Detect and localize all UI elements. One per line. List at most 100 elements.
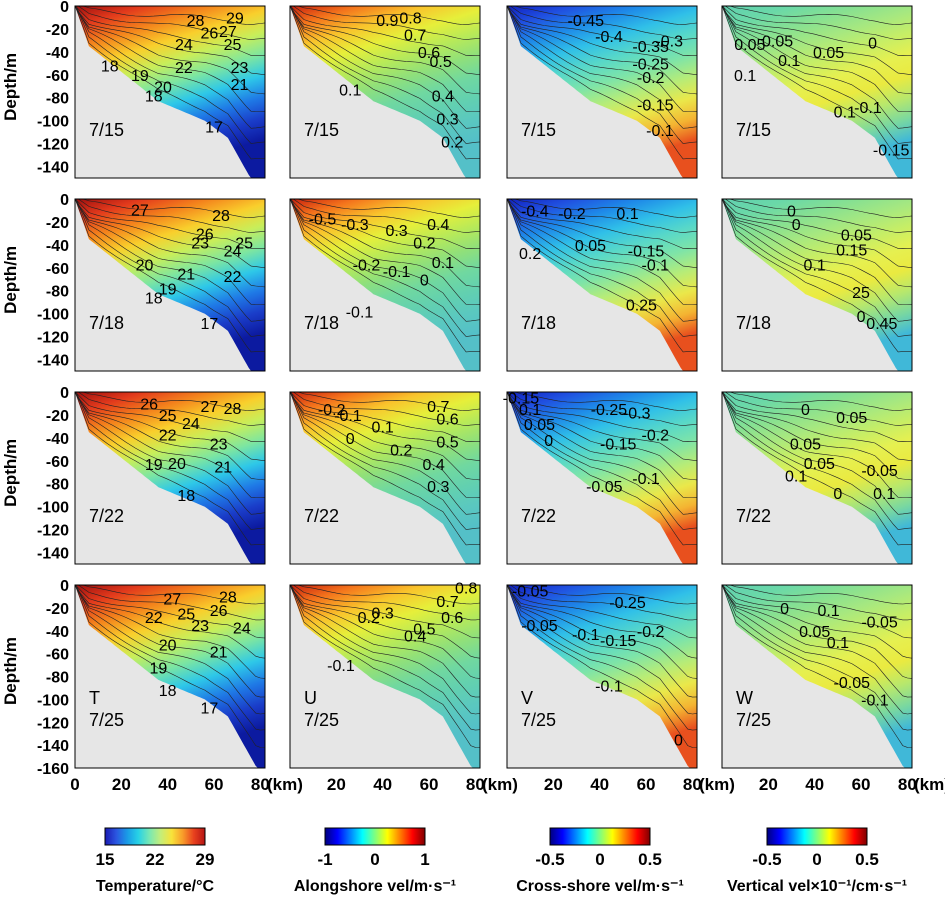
contour-line: [290, 199, 480, 353]
contour-label: 0.6: [418, 45, 440, 62]
contour-label: 0.3: [372, 605, 394, 622]
panel-W-7-15: 0.050.050.10.10.050-0.10.1-0.157/15: [721, 5, 913, 179]
field-fill: [722, 585, 912, 768]
contour-label: 28: [224, 401, 242, 418]
colorbar-tick: 0: [370, 850, 379, 869]
contour-lines: [290, 199, 480, 353]
contour-line: [507, 6, 697, 129]
contour-label: -0.3: [341, 217, 369, 234]
contour-label: -0.15: [637, 98, 674, 115]
panel-frame: [721, 5, 913, 179]
contour-line: [290, 585, 480, 748]
contour-label: 26: [210, 603, 228, 620]
y-tick-label: 0: [60, 192, 69, 209]
contour-label: -0.15: [503, 391, 540, 408]
field-fill: [722, 6, 912, 178]
date-label: 7/25: [304, 710, 339, 730]
contour-line: [722, 6, 912, 56]
contour-label: 0.1: [734, 68, 756, 85]
y-tick-label: -40: [46, 431, 69, 448]
contour-line: [290, 199, 480, 305]
x-tick-label: 20: [544, 775, 563, 794]
y-tick-label: 0: [60, 578, 69, 595]
contour-line: [290, 6, 480, 41]
contour-line: [75, 392, 265, 412]
colorbar-W: -0.5 0 0.5 Vertical vel×10⁻¹/cm·s⁻¹: [727, 827, 907, 895]
contour-line: [722, 585, 912, 731]
contour-label: 0.1: [339, 83, 361, 100]
contour-label: 23: [210, 437, 228, 454]
contour-line: [290, 199, 480, 234]
contour-label: 0.05: [836, 410, 867, 427]
field-fill: [507, 199, 697, 371]
contour-line: [507, 586, 697, 659]
contour-label: -0.2: [637, 70, 665, 87]
contour-label: 0: [833, 486, 842, 503]
contour-label: 0.3: [436, 111, 458, 128]
contour-label: 24: [224, 244, 242, 261]
contour-line: [75, 199, 265, 234]
contour-label: 0.6: [441, 610, 463, 627]
contour-line: [507, 392, 697, 546]
colorbar-label: Vertical vel×10⁻¹/cm·s⁻¹: [727, 878, 907, 895]
colorbar-tick: 22: [146, 850, 165, 869]
field-fill: [75, 585, 265, 768]
y-tick-label: -20: [46, 22, 69, 39]
contour-label: -0.2: [318, 402, 346, 419]
panel-frame: [74, 5, 266, 179]
contour-line: [507, 585, 697, 605]
contour-label: -0.1: [854, 100, 882, 117]
contour-line: [507, 392, 697, 530]
contour-label: 21: [177, 267, 195, 284]
contour-label: 27: [219, 24, 237, 41]
colorbar-V: -0.5 0 0.5 Cross-shore vel/m·s⁻¹: [516, 827, 684, 895]
contour-label: 23: [231, 60, 249, 77]
y-tick-label: -140: [37, 738, 69, 755]
y-axis-label: Depth/m: [1, 637, 20, 705]
contour-label: -0.25: [632, 56, 669, 73]
panel-frame: [721, 584, 913, 769]
contour-label: 0.05: [575, 238, 606, 255]
contour-lines: [507, 585, 697, 748]
contour-line: [75, 585, 265, 748]
contour-label: -0.1: [327, 658, 355, 675]
panel-V-7-25: -0.05-0.05-0.25-0.1 -0.15-0.2-0.107/25V: [506, 584, 698, 769]
contour-label: 22: [145, 610, 163, 627]
contour-line: [722, 586, 912, 659]
contour-line: [75, 392, 265, 515]
variable-symbol: T: [89, 688, 100, 708]
contour-line: [722, 587, 912, 679]
contour-line: [507, 393, 697, 462]
contour-line: [75, 199, 265, 337]
contour-line: [75, 6, 265, 129]
colorbar-tick: 0.5: [638, 850, 662, 869]
y-tick-label: -20: [46, 601, 69, 618]
contour-label: 0.1: [827, 635, 849, 652]
contour-label: 0.4: [432, 88, 454, 105]
contour-line: [290, 586, 480, 659]
y-tick-label: -100: [37, 114, 69, 131]
contour-line: [290, 585, 480, 621]
x-unit-label: (km): [699, 775, 735, 794]
contour-lines: [507, 6, 697, 160]
colorbar-row: 15 22 29 Temperature/°C -1 0 1 Alongshore vel/m…: [96, 827, 907, 895]
contour-label: 22: [224, 269, 242, 286]
contour-line: [75, 392, 265, 530]
colorbar-label: Cross-shore vel/m·s⁻¹: [516, 878, 684, 895]
contour-line: [75, 585, 265, 698]
contour-line: [75, 8, 265, 95]
contour-line: [722, 199, 912, 322]
contour-label: -0.1: [346, 304, 374, 321]
x-tick-label: 40: [373, 775, 392, 794]
contour-line: [75, 392, 265, 442]
x-tick-label: 60: [637, 775, 656, 794]
contour-lines: [290, 392, 480, 546]
contour-line: [75, 392, 265, 546]
y-tick-label: -80: [46, 477, 69, 494]
contour-line: [722, 7, 912, 76]
contour-label: -0.1: [632, 471, 660, 488]
contour-label: 24: [233, 620, 251, 637]
contour-line: [290, 6, 480, 144]
